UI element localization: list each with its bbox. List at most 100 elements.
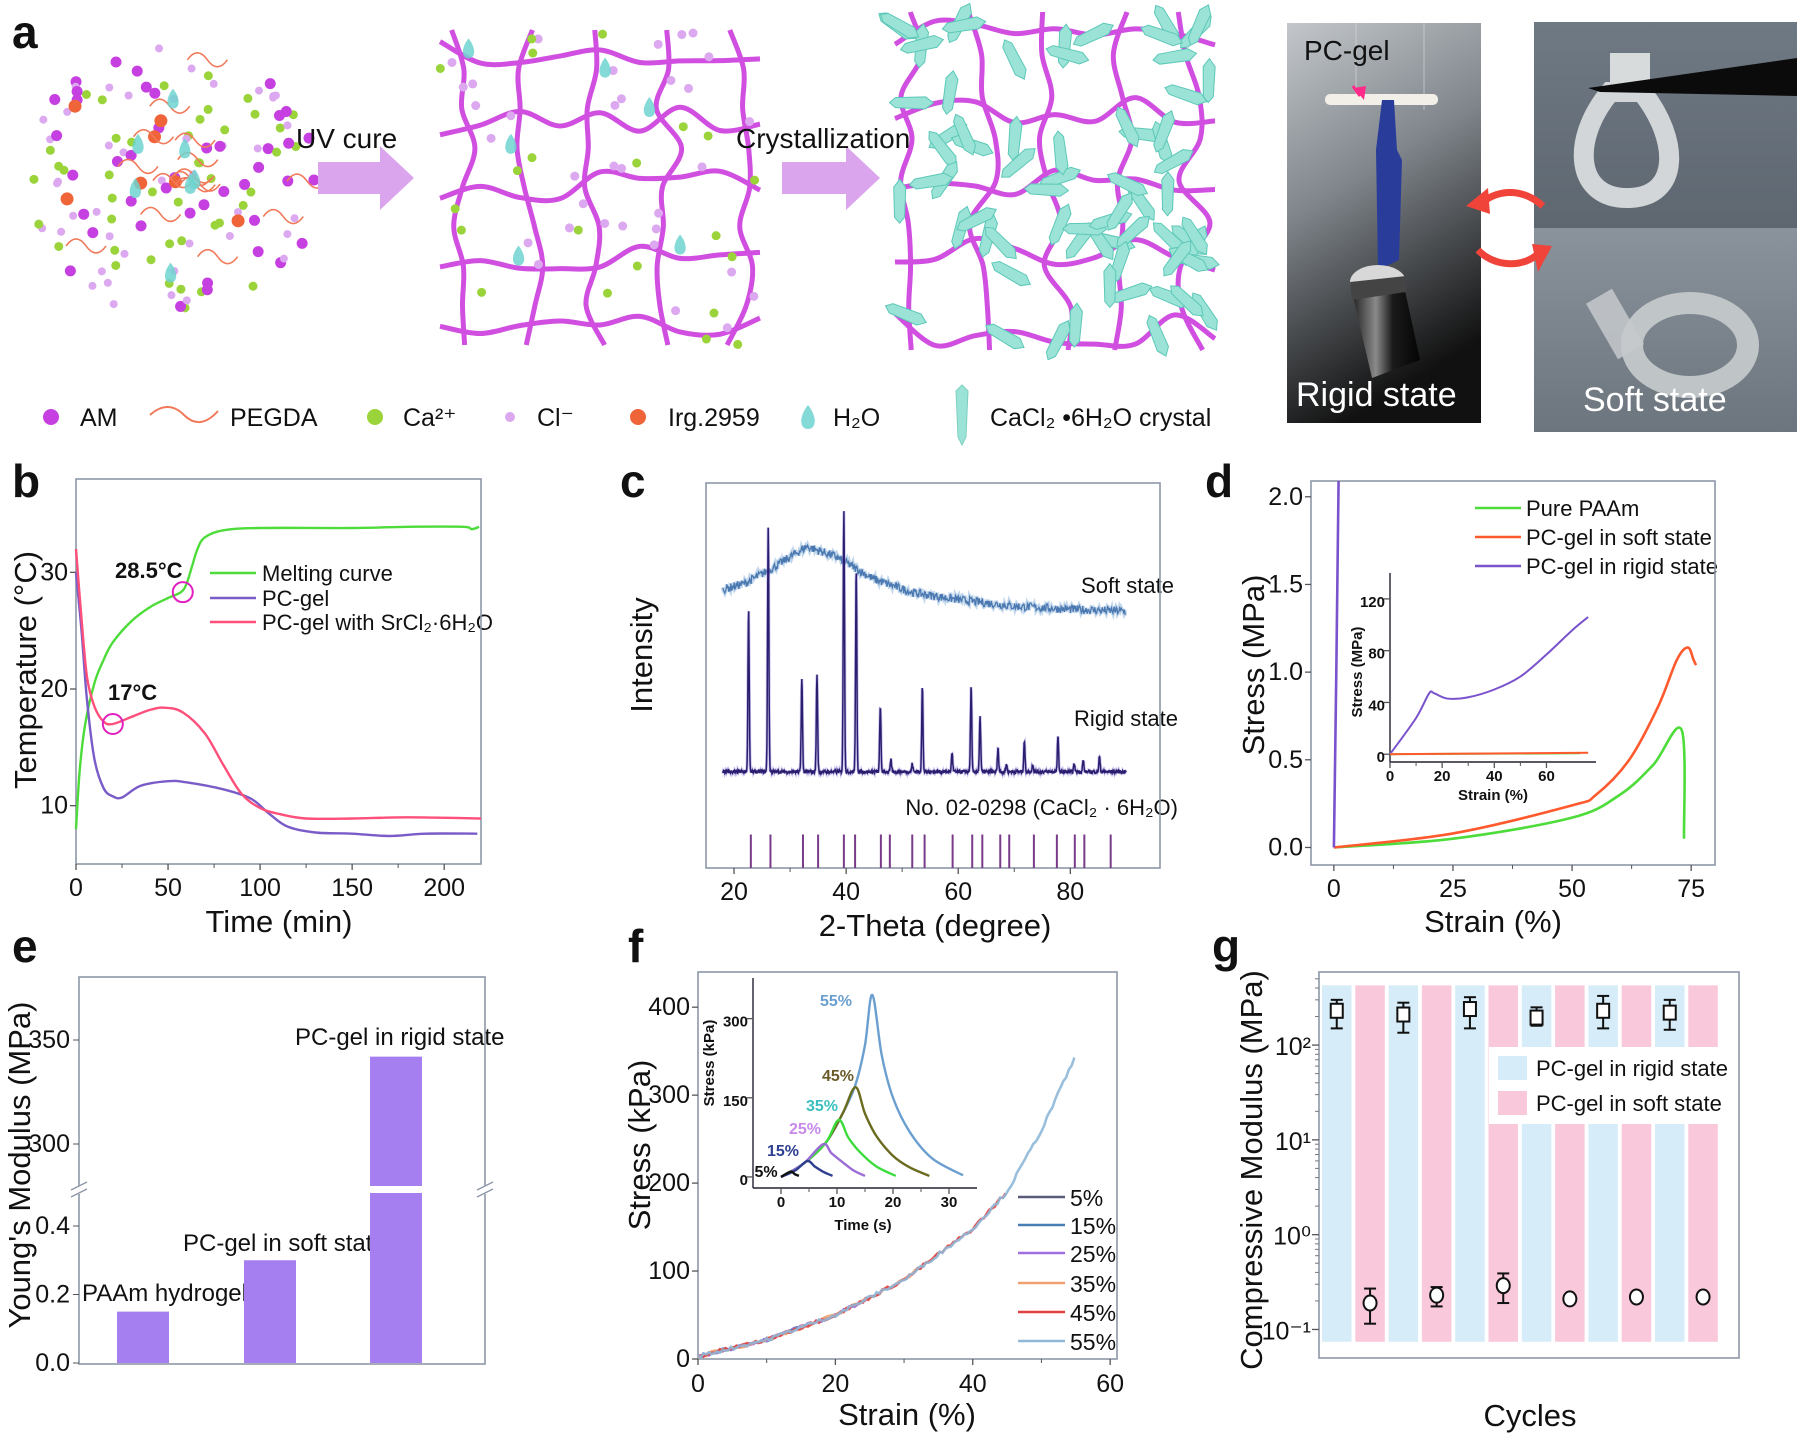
- network-chain: [581, 29, 607, 347]
- crystal-icon: [1007, 115, 1023, 162]
- ion-dot: [666, 75, 676, 85]
- ion-dot: [471, 101, 481, 111]
- x-tick-label: 40: [1486, 768, 1503, 785]
- legend-label: 45%: [1070, 1300, 1116, 1326]
- particle-dot: [275, 123, 285, 133]
- ion-dot: [651, 224, 661, 234]
- crystal-icon: [1146, 314, 1169, 357]
- inset-series-line: [780, 1159, 834, 1179]
- x-tick-label: 50: [154, 874, 182, 902]
- particle-dot: [254, 86, 263, 95]
- crystal-icon: [956, 207, 997, 232]
- x-tick-label: 100: [239, 874, 281, 902]
- state-band: [1621, 985, 1652, 1342]
- ion-dot: [533, 34, 543, 44]
- network-chain: [439, 104, 761, 138]
- particle-dot: [177, 236, 187, 246]
- crystal-icon: [941, 16, 987, 34]
- particle-dot: [125, 149, 137, 161]
- particle-dot: [147, 187, 157, 197]
- state-band: [1388, 985, 1419, 1342]
- ion-dot: [458, 82, 468, 92]
- inset-x-axis-title: Strain (%): [1458, 787, 1528, 804]
- bar-upper-segment: [370, 1056, 422, 1186]
- ion-dot: [602, 288, 612, 298]
- panel-letter-g: g: [1212, 920, 1240, 972]
- crystal-icon: [1152, 48, 1198, 65]
- x-tick-label: 0: [777, 1194, 785, 1211]
- ion-dot: [711, 231, 721, 241]
- particle-dot: [308, 174, 320, 186]
- initiator-dot: [60, 192, 74, 206]
- crystal-icon: [1045, 319, 1071, 361]
- state-band: [1688, 985, 1718, 1342]
- legend-label: 35%: [1070, 1271, 1116, 1297]
- ion-dot: [727, 252, 737, 262]
- crystal-icon: [1161, 170, 1175, 217]
- legend-dot-icon: [505, 412, 515, 422]
- ion-dot: [749, 291, 759, 301]
- inset-series-label: 45%: [822, 1068, 854, 1085]
- x-tick-label: 80: [1056, 878, 1084, 906]
- particle-dot: [87, 227, 99, 239]
- ion-dot: [528, 48, 538, 58]
- legend-label: 25%: [1070, 1241, 1116, 1267]
- particle-dot: [71, 86, 83, 98]
- panel-d-tensile-chart: d Strain (%) Stress (MPa) Pure PAAm PC-g…: [1205, 455, 1718, 939]
- inset-y-axis-title: Stress (MPa): [1349, 627, 1366, 718]
- network-chain: [438, 39, 761, 68]
- particle-dot: [253, 144, 262, 153]
- data-point-circle: [1429, 1286, 1445, 1304]
- particle-dot: [120, 249, 129, 258]
- water-drop-icon: [167, 88, 179, 109]
- ion-dot: [527, 153, 537, 163]
- particle-dot: [110, 56, 122, 68]
- ion-dot: [733, 339, 743, 349]
- y-tick-label: 40: [1368, 697, 1385, 714]
- particle-dot: [159, 81, 169, 91]
- particle-dot: [88, 281, 97, 290]
- particle-dot: [57, 227, 66, 236]
- uv-cure-arrow-icon: [318, 146, 414, 210]
- crystal-icon: [1048, 203, 1072, 246]
- crystal-icon: [1106, 172, 1149, 197]
- legend-label: H₂O: [833, 404, 880, 432]
- particle-dot: [107, 193, 117, 203]
- plot-frame: [697, 971, 1118, 1360]
- inset-y-axis-title: Stress (kPa): [701, 1020, 718, 1107]
- legend-dot-icon: [630, 409, 646, 425]
- series-line: [74, 572, 478, 838]
- particle-dot: [111, 133, 121, 143]
- y-axis-title: Young's Modulus (MPa): [2, 1002, 37, 1329]
- data-point-square: [1396, 1006, 1411, 1023]
- legend-label: Irg.2959: [668, 404, 760, 432]
- legend-label: 15%: [1070, 1213, 1116, 1239]
- legend-wave-icon: [149, 406, 219, 423]
- ion-dot: [618, 221, 628, 231]
- legend-label: Melting curve: [262, 561, 393, 586]
- crystal-icon: [1023, 183, 1070, 197]
- legend-label: PC-gel in soft state: [1536, 1091, 1722, 1116]
- ion-dot: [745, 117, 755, 127]
- ion-dot: [608, 66, 618, 76]
- particle-dot: [218, 185, 230, 197]
- ion-dot: [450, 204, 460, 214]
- crystal-icon: [1053, 130, 1069, 176]
- particle-dot: [165, 239, 175, 249]
- particle-dot: [252, 246, 264, 258]
- x-tick-label: 20: [720, 878, 748, 906]
- series-line: [1333, 646, 1698, 849]
- particle-dot: [109, 300, 118, 309]
- particle-dot: [225, 231, 234, 240]
- crystal-icon: [984, 226, 1017, 260]
- soft-state-pattern: [722, 543, 1127, 616]
- y-tick-label: 150: [723, 1093, 748, 1110]
- particle-dot: [51, 130, 63, 142]
- network-chain: [449, 29, 478, 346]
- photo-soft-state: Soft state: [1534, 22, 1797, 432]
- particle-dot: [110, 245, 120, 255]
- state-band: [1322, 985, 1352, 1342]
- data-point-circle: [1495, 1277, 1511, 1295]
- y-tick-label: 300: [723, 1014, 748, 1031]
- x-tick-label: 20: [821, 1370, 849, 1398]
